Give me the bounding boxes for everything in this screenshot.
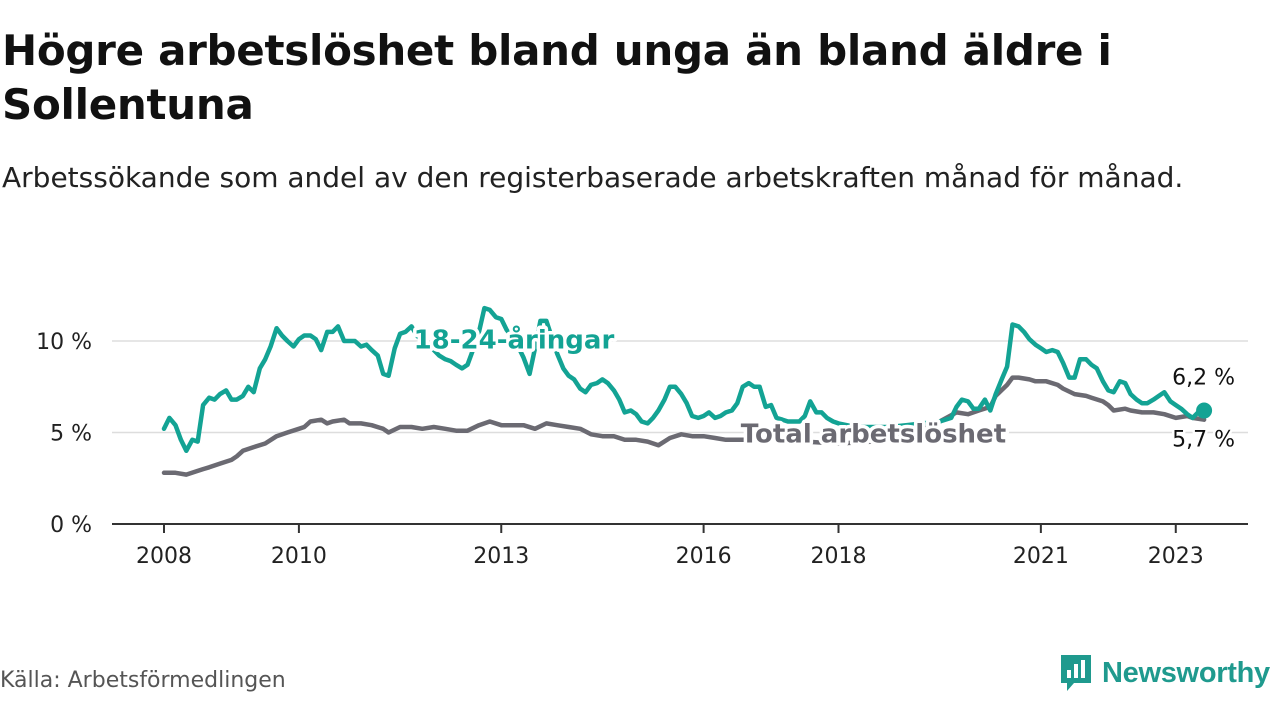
- youth-series-label: 18-24-åringar: [414, 323, 615, 355]
- x-tick-label: 2016: [676, 544, 732, 569]
- x-tick-label: 2018: [811, 544, 867, 569]
- newsworthy-logo-icon: [1061, 655, 1091, 691]
- x-tick-label: 2008: [136, 544, 192, 569]
- youth-end-label: 6,2 %: [1172, 366, 1235, 391]
- label-layer: 18-24-åringar Total arbetslöshet 6,2 % 5,7 …: [410, 320, 1237, 455]
- x-tick-label: 2013: [473, 544, 529, 569]
- youth-series-line: [161, 305, 1207, 454]
- brand-name: Newsworthy: [1102, 656, 1270, 689]
- x-tick-label: 2021: [1013, 544, 1069, 569]
- source-note: Källa: Arbetsförmedlingen: [0, 668, 286, 693]
- y-tick-label: 5 %: [50, 422, 92, 447]
- total-series-label: Total arbetslöshet: [741, 420, 1006, 450]
- axis-layer: 0 % 5 % 10 % 2008 2010 2013 2016 2018 2021 2023: [36, 330, 1248, 569]
- total-end-label: 5,7 %: [1172, 428, 1235, 453]
- x-tick-label: 2010: [271, 544, 327, 569]
- brand-logo[interactable]: Newsworthy: [1058, 652, 1270, 694]
- y-tick-label: 0 %: [50, 513, 92, 538]
- total-series-line: [161, 375, 1207, 477]
- chart-subtitle: Arbetssökande som andel av den registerb…: [2, 161, 1184, 194]
- series-layer: [161, 305, 1213, 477]
- grid-layer: [112, 340, 1248, 434]
- chart-title: Högre arbetslöshet bland unga än bland ä…: [2, 26, 1112, 129]
- youth-end-marker: [1196, 402, 1213, 419]
- x-tick-label: 2023: [1148, 544, 1204, 569]
- y-tick-label: 10 %: [36, 330, 92, 355]
